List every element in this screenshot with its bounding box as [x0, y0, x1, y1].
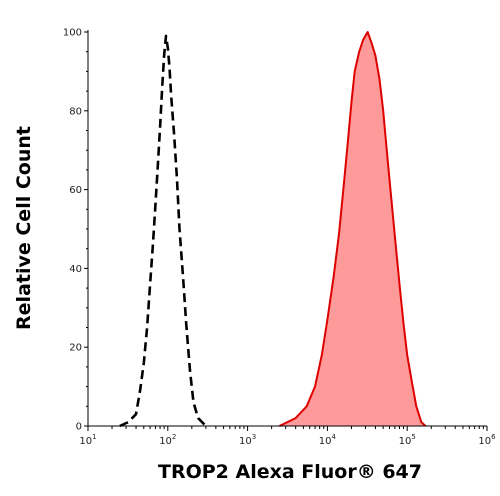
- series-2-line: [278, 31, 427, 427]
- x-tick-label-3: 103: [239, 433, 256, 447]
- y-tick-label-60: 60: [69, 185, 82, 196]
- y-tick-label-100: 100: [63, 28, 82, 39]
- y-tick-label-20: 20: [69, 343, 82, 354]
- x-tick-label-6: 106: [478, 433, 496, 447]
- plot-area: [88, 30, 487, 426]
- y-tick-label-40: 40: [69, 264, 82, 275]
- y-axis-title: Relative Cell Count: [13, 126, 35, 330]
- x-tick-label-4: 104: [319, 433, 337, 447]
- y-tick-label-0: 0: [76, 422, 82, 433]
- series-layer: [119, 31, 427, 428]
- y-tick-label-80: 80: [69, 106, 82, 117]
- x-tick-label-5: 105: [399, 433, 416, 447]
- x-axis-title: TROP2 Alexa Fluor® 647: [158, 461, 422, 483]
- plot-background: [88, 30, 487, 426]
- x-tick-label-2: 102: [159, 433, 176, 447]
- x-tick-label-1: 101: [79, 433, 96, 447]
- axes: 0 20 40 60 80 100 101 102 103 104 105 106: [63, 28, 496, 448]
- series-1-line: [119, 34, 207, 428]
- series-2-fill: [279, 32, 426, 426]
